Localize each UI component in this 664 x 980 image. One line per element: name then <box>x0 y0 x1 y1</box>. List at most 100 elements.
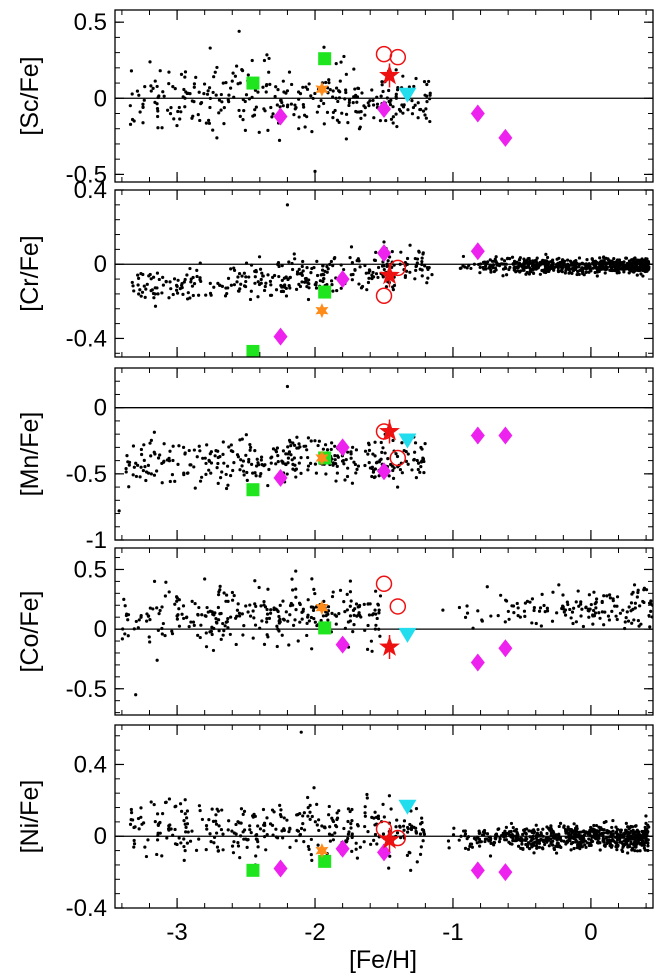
field-star-point <box>365 288 369 292</box>
disk-star-point <box>635 262 640 266</box>
field-star-point <box>204 645 209 649</box>
plot-area-mn <box>115 384 653 513</box>
disk-star-point <box>466 847 471 851</box>
field-star-point <box>278 812 283 817</box>
field-star-point <box>132 845 136 849</box>
disk-star-point <box>615 595 620 599</box>
field-star-point <box>272 810 276 814</box>
field-star-point <box>347 103 351 108</box>
field-star-point <box>420 820 424 825</box>
field-star-point <box>426 276 430 280</box>
disk-star-point <box>560 258 565 262</box>
field-star-point <box>208 609 212 613</box>
red-star-point <box>379 636 400 656</box>
field-star-point <box>334 86 339 90</box>
field-star-point <box>323 269 327 273</box>
field-star-point <box>149 89 153 93</box>
field-star-point <box>389 117 394 121</box>
field-star-point <box>335 471 339 475</box>
field-star-point <box>281 79 285 83</box>
field-star-point <box>385 262 389 266</box>
field-star-point <box>306 615 310 619</box>
field-star-point <box>269 105 273 110</box>
field-star-point <box>277 274 281 279</box>
field-star-point <box>256 280 260 284</box>
field-star-point <box>355 100 359 104</box>
field-star-point <box>395 818 399 822</box>
field-star-point <box>283 285 287 289</box>
field-star-point <box>175 599 179 603</box>
field-star-point <box>243 284 248 289</box>
field-star-point <box>197 90 201 94</box>
field-star-point <box>300 264 304 269</box>
disk-star-point <box>507 267 511 272</box>
field-star-point <box>295 272 300 276</box>
field-star-point <box>349 826 353 830</box>
field-star-point <box>185 809 190 813</box>
disk-star-point <box>644 827 648 832</box>
field-star-point <box>190 284 195 288</box>
disk-star-point <box>532 608 536 613</box>
field-star-point <box>366 280 371 285</box>
field-star-point <box>412 825 416 829</box>
field-star-point <box>281 599 285 603</box>
disk-star-point <box>496 614 500 618</box>
field-star-point <box>139 806 143 810</box>
field-star-point <box>220 808 224 812</box>
field-star-point <box>209 471 213 475</box>
field-star-point <box>378 119 383 123</box>
disk-star-point <box>575 272 579 277</box>
plot-area-cr <box>115 203 653 357</box>
field-star-point <box>133 825 137 829</box>
field-star-point <box>296 829 301 833</box>
field-star-point <box>134 461 138 465</box>
field-star-point <box>287 260 291 264</box>
disk-star-point <box>631 837 635 841</box>
field-star-point <box>222 629 226 633</box>
field-star-point <box>309 94 313 98</box>
field-star-point <box>191 293 195 298</box>
field-star-point <box>282 816 286 820</box>
panel-sc: 0.50-0.5[Sc/Fe] <box>16 9 654 188</box>
field-star-point <box>205 827 209 831</box>
field-star-point <box>171 458 175 463</box>
disk-star-point <box>492 840 497 845</box>
field-star-point <box>278 620 282 624</box>
field-star-point <box>195 455 199 459</box>
disk-star-point <box>499 593 503 597</box>
disk-star-point <box>555 264 559 269</box>
field-star-point <box>400 471 404 475</box>
field-star-point <box>167 459 172 463</box>
field-star-point <box>269 608 273 612</box>
field-star-point <box>254 270 258 274</box>
field-star-point <box>274 85 278 89</box>
disk-star-point <box>451 833 456 837</box>
field-star-point <box>198 479 203 483</box>
disk-star-point <box>534 621 538 626</box>
field-star-point <box>347 100 351 105</box>
field-star-point <box>217 98 222 102</box>
field-star-point <box>278 105 282 109</box>
disk-star-point <box>574 620 578 624</box>
field-star-point <box>421 109 426 113</box>
disk-star-point <box>593 270 597 275</box>
red-star-point <box>379 264 400 285</box>
magenta-diamond-point <box>335 270 350 289</box>
field-star-point <box>146 838 150 842</box>
field-star-point <box>170 632 175 636</box>
disk-star-point <box>568 607 572 612</box>
disk-star-point <box>592 823 596 828</box>
field-star-point <box>415 261 419 265</box>
disk-star-point <box>588 263 592 267</box>
field-star-point <box>182 858 186 862</box>
field-star-point <box>137 93 141 97</box>
field-star-point <box>326 605 331 609</box>
disk-star-point <box>569 616 573 620</box>
field-star-point <box>219 637 223 641</box>
field-star-point <box>156 109 160 113</box>
disk-star-point <box>545 255 550 260</box>
field-star-point <box>378 634 382 638</box>
field-star-point <box>129 807 133 812</box>
field-star-point <box>160 126 164 130</box>
disk-star-point <box>643 840 647 845</box>
